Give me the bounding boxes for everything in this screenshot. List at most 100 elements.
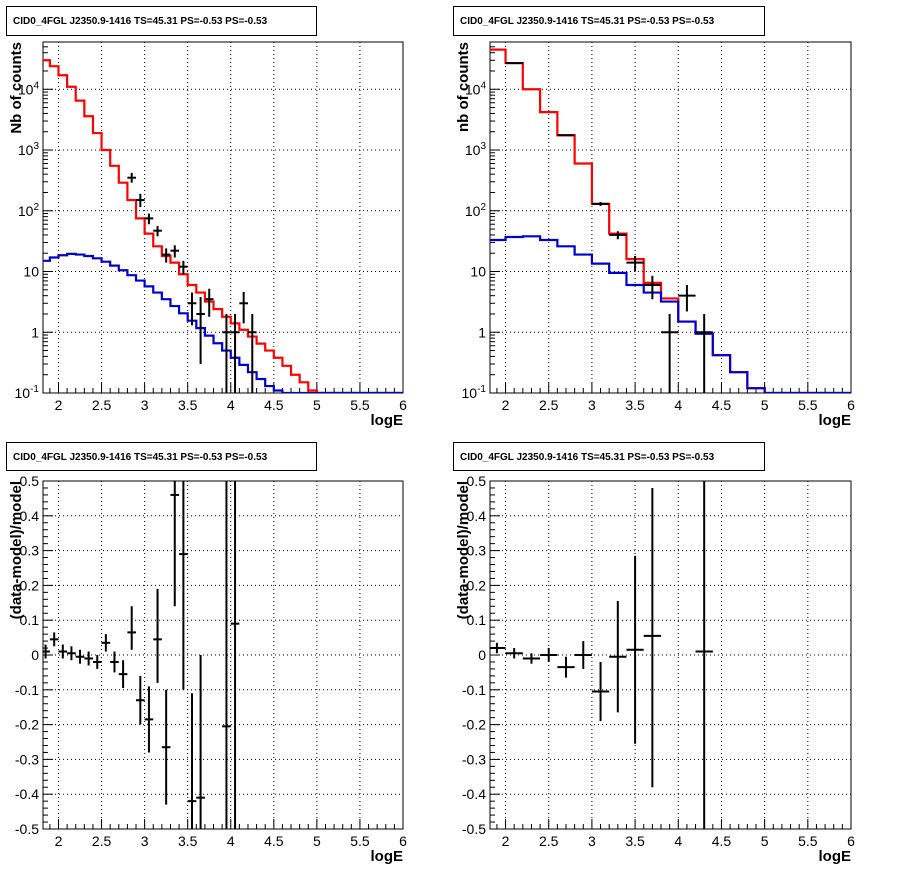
y-tick-label: 0	[478, 647, 486, 663]
y-tick-label: -0.3	[462, 751, 486, 767]
x-tick-label: 4.5	[264, 833, 284, 849]
data-point	[110, 651, 119, 673]
data-point	[222, 481, 231, 829]
data-point	[626, 256, 644, 272]
data-point	[170, 481, 180, 607]
y-tick-label: 10	[23, 264, 39, 280]
data-point	[43, 644, 50, 659]
x-tick-label: 6	[847, 397, 855, 413]
y-tick-label: 0.5	[20, 473, 40, 489]
data-point	[196, 655, 205, 829]
x-tick-label: 3	[588, 833, 596, 849]
y-tick-label: 0.3	[20, 543, 40, 559]
model-line-total	[490, 48, 851, 393]
x-tick-label: 3.5	[625, 833, 645, 849]
x-tick-label: 2	[55, 833, 63, 849]
data-point	[661, 313, 679, 393]
x-tick-label: 4	[674, 397, 682, 413]
data-point	[505, 648, 523, 659]
y-axis-label: (data-model)/model	[455, 481, 472, 619]
data-point	[230, 481, 240, 829]
data-point	[678, 284, 696, 312]
chart-top-left: 2 2.5 3 3.5 4 4.5 5 5.5 6 10-1 1 10 102 103 104 logE Nb …	[8, 41, 407, 429]
x-tick-label: 5.5	[350, 397, 370, 413]
x-tick-label: 2.5	[92, 397, 112, 413]
data-point	[187, 292, 197, 326]
x-tick-label: 3	[588, 397, 596, 413]
x-tick-label: 5	[313, 397, 321, 413]
data-point	[247, 313, 257, 393]
y-tick-label: 0.3	[467, 543, 487, 559]
data-point	[505, 62, 523, 65]
data-point	[161, 689, 171, 805]
chart-top-right: 2 2.5 3 3.5 4 4.5 5 5.5 6 10-1 1 10 102 103 104 logE nb …	[455, 41, 855, 429]
x-tick-label: 4	[227, 397, 235, 413]
x-tick-label: 2	[502, 397, 510, 413]
y-tick-label: -0.1	[15, 682, 39, 698]
x-tick-label: 4	[227, 833, 235, 849]
y-tick-label: -0.4	[462, 786, 486, 802]
y-axis-label: (data-model)/model	[8, 481, 25, 619]
x-tick-label: 2.5	[539, 833, 559, 849]
x-tick-label: 2	[502, 833, 510, 849]
data-point	[643, 275, 661, 300]
x-tick-label: 2	[55, 397, 63, 413]
data-point	[196, 297, 205, 365]
y-tick-label: -0.5	[462, 821, 486, 837]
x-axis-label: logE	[819, 412, 852, 429]
y-tick-label: 0	[31, 647, 39, 663]
data-point	[153, 588, 162, 683]
x-tick-label: 3	[141, 833, 149, 849]
y-tick-label: 102	[465, 202, 487, 219]
x-tick-label: 5	[313, 833, 321, 849]
data-point	[557, 656, 575, 678]
y-tick-label: 104	[18, 80, 40, 97]
data-point	[161, 248, 171, 263]
data-point	[490, 642, 506, 654]
y-tick-label: -0.4	[15, 786, 39, 802]
y-tick-label: 0.5	[467, 473, 487, 489]
data-point	[609, 231, 627, 240]
plot-area	[43, 481, 240, 829]
plot-area	[490, 48, 851, 393]
data-point	[222, 313, 231, 393]
data-point	[144, 213, 154, 225]
x-tick-label: 4.5	[712, 833, 732, 849]
y-tick-label: 0.1	[467, 612, 487, 628]
data-point	[609, 601, 627, 713]
y-tick-label: -0.5	[15, 821, 39, 837]
data-point	[67, 646, 76, 661]
data-point	[144, 686, 154, 753]
y-tick-label: 10-1	[462, 384, 487, 401]
x-axis-label: logE	[371, 848, 404, 865]
data-point	[591, 201, 610, 206]
y-tick-label: 0.1	[20, 612, 40, 628]
chart-bottom-right: 2 2.5 3 3.5 4 4.5 5 5.5 6 -0.5 -0.4 -0.3 -0.2 -0.1 0 0.…	[455, 473, 855, 865]
y-tick-label: 103	[18, 141, 40, 158]
x-tick-label: 5.5	[798, 833, 818, 849]
model-line-total	[43, 59, 403, 393]
data-point	[84, 651, 93, 666]
data-point	[153, 226, 162, 237]
model-line-background	[490, 235, 851, 393]
data-point	[75, 649, 85, 664]
x-tick-label: 5.5	[350, 833, 370, 849]
y-axis-label: Nb of counts	[8, 42, 25, 134]
chart-title-bottom-right: CID0_4FGL J2350.9-1416 TS=45.31 PS=-0.53…	[453, 442, 765, 471]
data-point	[118, 660, 128, 689]
data-point	[127, 172, 137, 183]
y-tick-label: 104	[465, 80, 487, 97]
x-tick-label: 3.5	[178, 397, 198, 413]
data-point	[540, 648, 558, 662]
data-point	[695, 481, 713, 829]
y-tick-label: -0.2	[462, 717, 486, 733]
data-point	[49, 632, 59, 647]
y-tick-label: 0.2	[467, 577, 487, 593]
data-point	[643, 487, 661, 788]
x-tick-label: 4	[674, 833, 682, 849]
y-tick-label: -0.2	[15, 717, 39, 733]
data-point	[239, 291, 248, 324]
x-tick-label: 3.5	[178, 833, 198, 849]
data-point	[136, 675, 145, 725]
